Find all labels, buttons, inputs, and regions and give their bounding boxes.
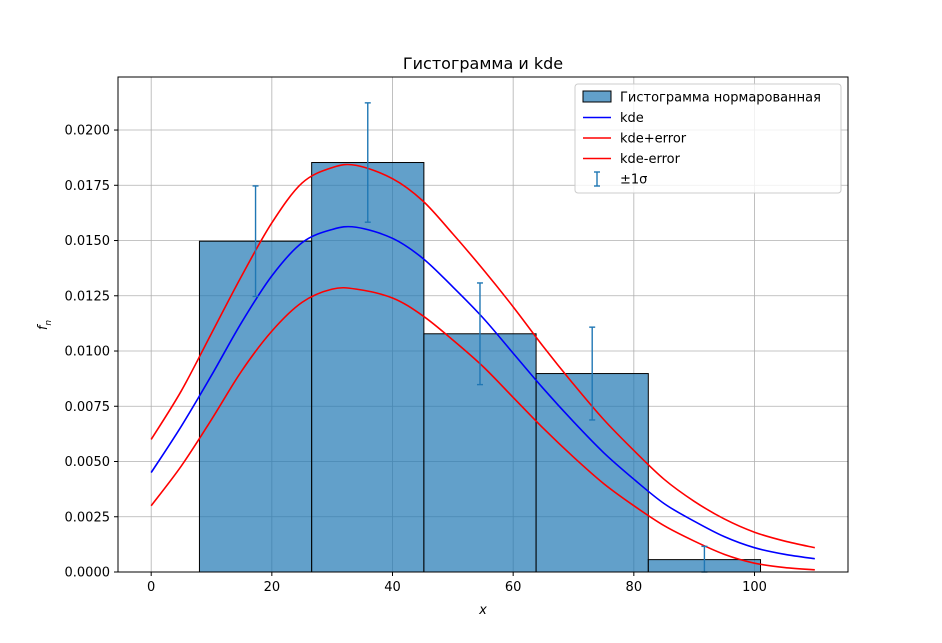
legend-label: kde-error bbox=[620, 152, 681, 167]
x-tick-label: 60 bbox=[505, 580, 522, 595]
kde-upper-line bbox=[150, 163, 815, 549]
y-tick-label: 0.0025 bbox=[65, 510, 111, 525]
errorbar bbox=[364, 102, 371, 223]
errorbar bbox=[476, 282, 483, 386]
y-tick-label: 0.0150 bbox=[65, 234, 111, 249]
x-tick-label: 0 bbox=[147, 580, 155, 595]
histogram-bar bbox=[311, 162, 425, 573]
y-tick-label: 0.0050 bbox=[65, 455, 111, 470]
x-tick-label: 100 bbox=[742, 580, 767, 595]
legend-entry-kde-lower: kde-error bbox=[583, 152, 681, 167]
legend-label: ±1σ bbox=[620, 173, 647, 188]
x-tick-label: 20 bbox=[264, 580, 281, 595]
chart-title: Гистограмма и kde bbox=[403, 54, 563, 73]
errorbar bbox=[589, 326, 596, 421]
y-tick-label: 0.0200 bbox=[65, 124, 111, 139]
legend-entry-kde-upper: kde+error bbox=[583, 132, 687, 147]
legend-entry-kde: kde bbox=[583, 111, 644, 126]
legend: Гистограмма нормарованная kde kde+error kde… bbox=[574, 83, 842, 194]
x-axis-label: x bbox=[478, 603, 487, 618]
histogram-bars bbox=[198, 162, 762, 573]
x-tick-label: 40 bbox=[384, 580, 401, 595]
legend-entry-histogram: Гистограмма нормарованная bbox=[582, 90, 821, 106]
kde-lines bbox=[150, 163, 815, 571]
legend-box bbox=[574, 83, 842, 194]
legend-label: kde bbox=[620, 111, 644, 126]
y-tick-label: 0.0125 bbox=[65, 289, 111, 304]
y-tick-label: 0.0175 bbox=[65, 179, 111, 194]
x-tick-label: 80 bbox=[626, 580, 643, 595]
plot-frame bbox=[117, 76, 849, 573]
y-tick-label: 0.0075 bbox=[65, 400, 111, 415]
errorbar bbox=[252, 185, 259, 298]
legend-label: Гистограмма нормарованная bbox=[620, 91, 821, 106]
legend-label: kde+error bbox=[620, 132, 687, 147]
errorbars bbox=[252, 102, 708, 573]
axis-ticks: 0 20 40 60 80 100 0.0000 0.0025 0.0050 0.0075 0.01… bbox=[65, 124, 767, 595]
y-tick-label: 0.0000 bbox=[65, 566, 111, 581]
y-tick-label: 0.0100 bbox=[65, 345, 111, 360]
legend-entry-errorbar: ±1σ bbox=[594, 171, 647, 188]
kde-line bbox=[150, 225, 815, 560]
y-axis-label: fn bbox=[36, 320, 54, 331]
kde-lower-line bbox=[150, 286, 815, 571]
legend-swatch bbox=[582, 90, 612, 103]
